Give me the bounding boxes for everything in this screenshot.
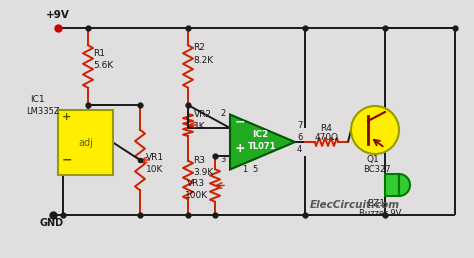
Bar xyxy=(58,110,113,175)
Text: VR3: VR3 xyxy=(187,179,205,188)
Text: 3.9K: 3.9K xyxy=(193,168,213,177)
Text: Buzzer 9V: Buzzer 9V xyxy=(359,209,401,218)
Text: VR1: VR1 xyxy=(146,153,164,162)
Text: TL071: TL071 xyxy=(248,142,276,151)
Text: BZ1: BZ1 xyxy=(367,199,385,208)
Text: 10K: 10K xyxy=(146,165,164,174)
Text: +: + xyxy=(235,142,246,155)
Text: R3: R3 xyxy=(193,156,205,165)
Text: IC1: IC1 xyxy=(30,95,45,104)
Text: adj: adj xyxy=(78,138,93,148)
Text: GND: GND xyxy=(40,218,64,228)
Text: 4: 4 xyxy=(297,145,302,154)
Text: IC2: IC2 xyxy=(252,130,268,139)
Text: 5: 5 xyxy=(252,165,257,173)
Bar xyxy=(385,174,399,196)
Text: 5.6K: 5.6K xyxy=(93,61,113,70)
Text: LM335Z: LM335Z xyxy=(26,107,60,116)
Text: VR2: VR2 xyxy=(194,110,212,119)
Text: −: − xyxy=(235,115,246,128)
Text: −: − xyxy=(62,153,73,166)
Text: 8.2K: 8.2K xyxy=(193,56,213,65)
Polygon shape xyxy=(230,115,295,170)
Text: +9V: +9V xyxy=(46,10,70,20)
Text: 100K: 100K xyxy=(185,191,208,200)
Text: 470Ω: 470Ω xyxy=(315,133,338,142)
Wedge shape xyxy=(399,174,410,196)
Text: R1: R1 xyxy=(93,49,105,58)
Text: BC327: BC327 xyxy=(363,165,391,174)
Text: Q1: Q1 xyxy=(367,155,380,164)
Text: 3: 3 xyxy=(220,155,225,164)
Text: 6: 6 xyxy=(297,133,302,142)
Text: +: + xyxy=(62,112,71,122)
Text: R4: R4 xyxy=(320,124,332,133)
Text: R2: R2 xyxy=(193,43,205,52)
Text: ElecCircuit.com: ElecCircuit.com xyxy=(310,200,400,210)
Text: 2: 2 xyxy=(220,109,225,118)
Text: 1K: 1K xyxy=(194,122,206,131)
Text: 1: 1 xyxy=(242,165,247,173)
Circle shape xyxy=(351,106,399,154)
Text: 7: 7 xyxy=(297,121,302,130)
